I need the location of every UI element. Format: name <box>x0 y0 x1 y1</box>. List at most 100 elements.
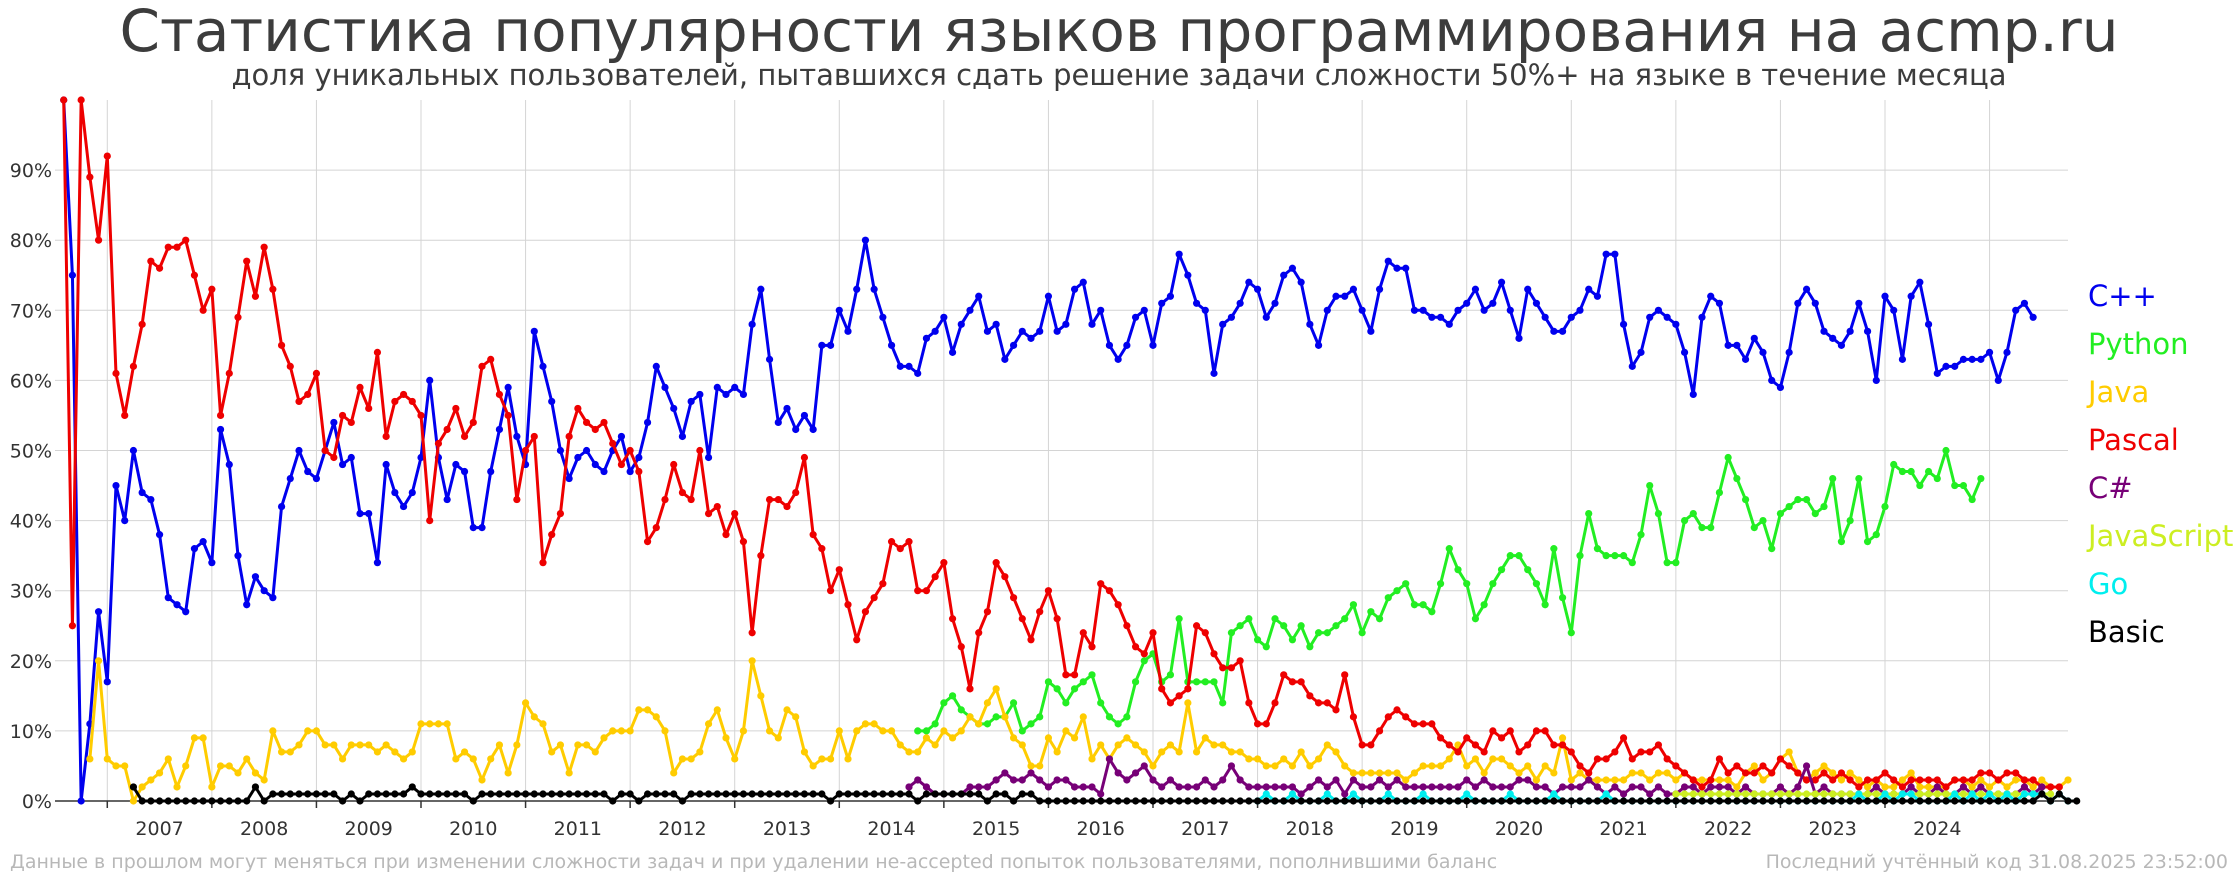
data-point <box>1654 783 1663 791</box>
data-point <box>1009 341 1018 349</box>
data-point <box>199 797 207 805</box>
data-point <box>1863 797 1872 805</box>
data-point <box>513 432 521 441</box>
data-point <box>1149 629 1157 637</box>
legend-item: C# <box>2088 471 2133 505</box>
data-point <box>1855 776 1863 784</box>
data-point <box>704 790 713 798</box>
data-point <box>539 362 547 370</box>
data-point <box>800 453 809 462</box>
data-point <box>1855 299 1863 307</box>
data-point <box>1506 783 1514 791</box>
data-point <box>626 727 634 735</box>
data-point <box>1088 755 1096 763</box>
data-point <box>1288 264 1297 272</box>
data-point <box>1349 776 1358 784</box>
data-point <box>1018 790 1026 798</box>
data-point <box>748 320 756 328</box>
x-tick-label: 2011 <box>554 818 602 840</box>
data-point <box>783 706 791 714</box>
data-point <box>487 790 495 798</box>
data-point <box>1158 748 1166 756</box>
data-point <box>1698 524 1706 532</box>
data-point <box>495 425 504 434</box>
data-point <box>600 734 608 742</box>
data-point <box>1506 797 1514 805</box>
legend-item: Basic <box>2088 615 2165 649</box>
data-point <box>1846 790 1854 798</box>
data-point <box>1724 797 1732 805</box>
data-point <box>565 474 573 483</box>
data-point <box>1349 713 1358 721</box>
data-point <box>1951 776 1959 784</box>
x-tick-label: 2015 <box>972 818 1020 840</box>
data-point <box>591 790 599 798</box>
data-point <box>1776 797 1785 805</box>
data-point <box>1698 790 1706 798</box>
data-point <box>382 790 390 798</box>
data-point <box>277 341 286 349</box>
data-point <box>1219 664 1227 672</box>
data-point <box>173 243 181 251</box>
data-point <box>1471 285 1480 293</box>
data-point <box>582 741 591 749</box>
data-point <box>129 783 138 791</box>
data-point <box>243 755 251 763</box>
data-point <box>1794 769 1802 777</box>
series-csharp <box>60 96 2037 805</box>
data-point <box>1053 327 1061 335</box>
data-point <box>521 699 530 707</box>
data-point <box>1297 797 1305 805</box>
data-point <box>190 734 199 742</box>
data-point <box>713 502 721 511</box>
data-point <box>1811 299 1819 307</box>
data-point <box>1515 797 1523 805</box>
data-point <box>356 509 364 518</box>
data-point <box>1332 292 1340 300</box>
data-point <box>1131 678 1140 686</box>
data-point <box>1219 741 1227 749</box>
data-point <box>460 748 469 756</box>
data-point <box>1384 594 1392 602</box>
data-point <box>1611 776 1619 784</box>
data-point <box>1009 699 1018 707</box>
data-point <box>1219 776 1227 784</box>
data-point <box>321 446 329 455</box>
data-point <box>1236 622 1244 630</box>
data-point <box>565 769 573 777</box>
data-point <box>1707 797 1715 805</box>
data-point <box>1358 769 1366 777</box>
data-point <box>1367 741 1375 749</box>
data-point <box>408 783 416 791</box>
data-point <box>1733 783 1741 791</box>
data-point <box>199 538 207 546</box>
data-point <box>1672 559 1680 567</box>
x-tick-label: 2013 <box>763 818 811 840</box>
data-point <box>487 355 495 363</box>
data-point <box>1454 783 1462 791</box>
data-point <box>112 762 120 770</box>
data-point <box>1733 341 1741 349</box>
data-point <box>1358 797 1366 805</box>
data-point <box>1253 720 1262 728</box>
data-point <box>1837 790 1846 798</box>
data-point <box>879 313 887 321</box>
data-point <box>748 629 756 637</box>
data-point <box>565 790 573 798</box>
data-point <box>434 720 443 728</box>
data-point <box>861 720 870 728</box>
data-point <box>1436 580 1445 588</box>
data-point <box>809 425 817 434</box>
data-point <box>1236 748 1244 756</box>
data-point <box>861 790 870 798</box>
data-point <box>792 425 800 434</box>
data-point <box>1314 699 1323 707</box>
data-point <box>1419 601 1427 609</box>
data-point <box>757 552 765 560</box>
data-point <box>1602 790 1610 798</box>
data-point <box>1794 790 1802 798</box>
data-point <box>1428 313 1436 321</box>
data-point <box>539 720 547 728</box>
data-point <box>1323 629 1331 637</box>
